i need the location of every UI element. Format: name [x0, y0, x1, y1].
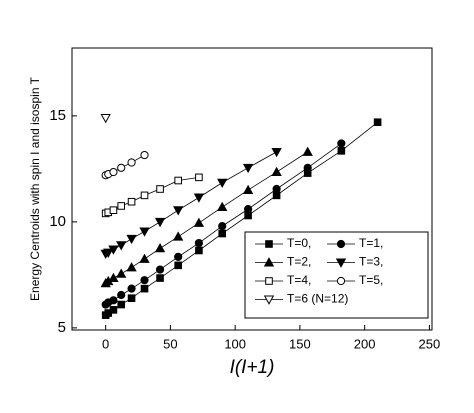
- legend-label: T=2,: [287, 255, 311, 269]
- marker: [217, 201, 228, 211]
- marker: [140, 276, 149, 285]
- marker: [116, 241, 127, 251]
- marker: [194, 238, 204, 248]
- marker: [244, 205, 253, 214]
- marker: [126, 234, 137, 245]
- legend-label: T=0,: [287, 236, 311, 250]
- marker: [156, 185, 164, 193]
- y-tick-label: 10: [49, 213, 66, 230]
- marker: [139, 253, 150, 263]
- marker: [139, 227, 150, 237]
- legend-label: T=1,: [359, 236, 383, 250]
- y-tick-label: 5: [58, 319, 66, 336]
- marker: [109, 296, 118, 305]
- legend-box: [244, 231, 429, 319]
- marker: [193, 217, 205, 227]
- marker: [173, 231, 184, 241]
- marker: [242, 163, 254, 174]
- legend-marker: [335, 258, 347, 268]
- marker: [218, 222, 227, 231]
- x-axis-label: I(I+1): [230, 357, 275, 378]
- marker: [117, 202, 126, 210]
- marker: [127, 284, 136, 293]
- marker: [126, 262, 137, 272]
- marker: [303, 163, 312, 172]
- legend-marker: [265, 240, 273, 248]
- marker: [127, 294, 136, 302]
- plot-frame: [71, 47, 433, 331]
- marker: [140, 150, 149, 160]
- y-tick-label: 15: [49, 107, 66, 124]
- marker: [117, 163, 126, 172]
- marker: [100, 114, 111, 124]
- marker: [117, 300, 126, 309]
- marker: [302, 146, 313, 156]
- marker: [272, 184, 281, 194]
- marker: [174, 252, 183, 261]
- y-axis-label: Energy Centroids with spin I and isospin…: [28, 76, 42, 301]
- marker: [103, 248, 114, 258]
- legend-label: T=3,: [359, 255, 383, 269]
- legend-label: T=4,: [287, 273, 311, 287]
- marker: [174, 176, 182, 185]
- marker: [127, 197, 136, 206]
- marker: [127, 158, 136, 167]
- marker: [337, 147, 346, 155]
- x-tick-label: 200: [354, 336, 376, 351]
- marker: [117, 290, 126, 300]
- legend-marker: [263, 257, 275, 267]
- marker: [109, 206, 118, 215]
- legend-marker: [336, 239, 346, 249]
- marker: [337, 139, 346, 148]
- legend-marker: [265, 277, 273, 285]
- marker: [271, 166, 282, 176]
- marker: [109, 167, 118, 177]
- marker: [154, 243, 166, 253]
- legend-label: T=6 (N=12): [287, 292, 348, 306]
- marker: [217, 178, 228, 188]
- marker: [174, 261, 182, 270]
- marker: [193, 193, 205, 203]
- marker: [195, 173, 203, 182]
- legend-label: T=5,: [359, 273, 383, 287]
- marker: [218, 229, 227, 238]
- marker: [116, 268, 127, 278]
- marker: [109, 306, 118, 314]
- marker: [108, 245, 119, 255]
- legend-marker: [263, 295, 275, 305]
- x-tick-label: 250: [419, 336, 441, 351]
- x-tick-label: 50: [163, 336, 177, 351]
- x-tick-label: 0: [102, 336, 109, 351]
- marker: [154, 217, 166, 228]
- x-tick-label: 150: [289, 336, 311, 351]
- marker: [373, 118, 382, 127]
- marker: [155, 265, 165, 274]
- marker: [140, 191, 149, 200]
- x-tick-label: 100: [224, 336, 246, 351]
- marker: [242, 184, 254, 195]
- marker: [271, 147, 282, 158]
- marker: [156, 274, 164, 282]
- marker: [140, 284, 149, 293]
- marker: [195, 246, 203, 255]
- marker: [108, 272, 119, 282]
- legend-marker: [336, 276, 346, 286]
- marker: [173, 206, 184, 216]
